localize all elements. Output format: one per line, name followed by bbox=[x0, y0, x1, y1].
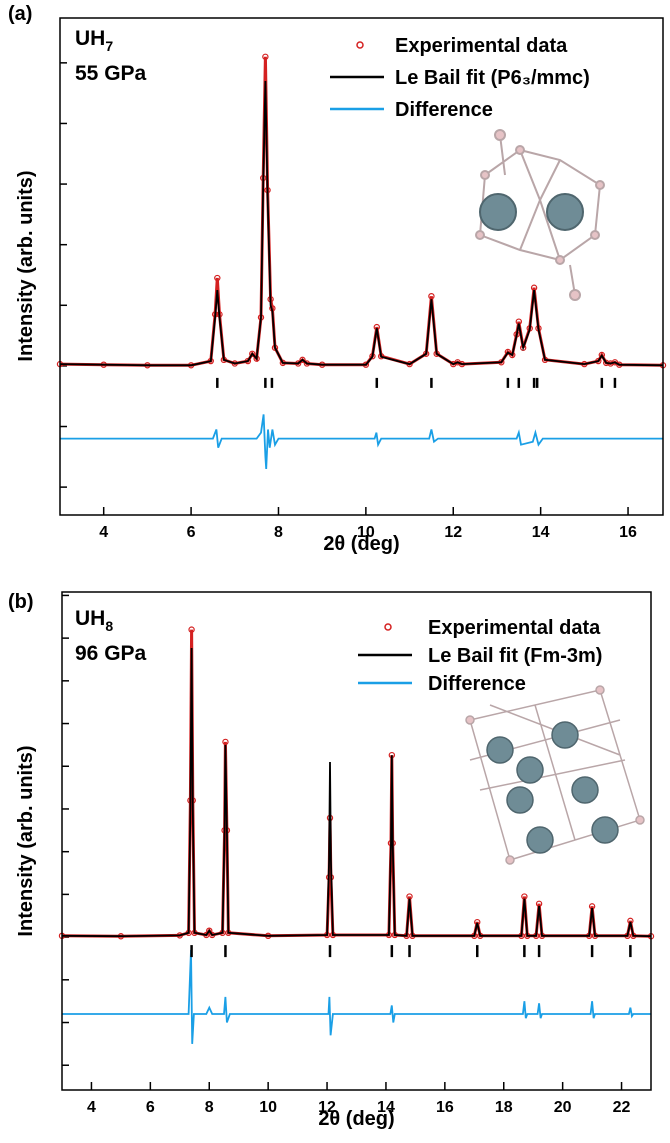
data-point bbox=[262, 53, 269, 60]
series-line bbox=[62, 949, 651, 1044]
structure-inset bbox=[475, 129, 605, 301]
x-tick-label: 14 bbox=[532, 524, 550, 541]
series-line bbox=[60, 414, 663, 469]
pressure-label: 96 GPa bbox=[75, 642, 147, 665]
plot-frame bbox=[61, 591, 652, 1091]
data-point bbox=[188, 626, 195, 633]
x-tick-label: 16 bbox=[436, 1099, 454, 1116]
sample-formula: UH bbox=[75, 607, 105, 630]
series-line bbox=[61, 647, 652, 938]
legend-label: Difference bbox=[395, 99, 493, 121]
data-point bbox=[299, 356, 306, 364]
sample-subscript: 8 bbox=[105, 618, 113, 634]
legend-label: Le Bail fit (P6₃/mmc) bbox=[395, 67, 590, 89]
legend-label: Experimental data bbox=[428, 617, 601, 639]
x-tick-label: 4 bbox=[99, 524, 108, 541]
legend-label: Le Bail fit (Fm-3m) bbox=[428, 645, 602, 667]
structure-inset bbox=[465, 685, 645, 865]
x-axis-label: 2θ (deg) bbox=[323, 533, 399, 555]
legend-marker bbox=[384, 623, 392, 631]
x-tick-label: 10 bbox=[259, 1099, 277, 1116]
y-axis-label: Intensity (arb. units) bbox=[15, 745, 37, 936]
y-axis-label: Intensity (arb. units) bbox=[15, 170, 37, 361]
data-point bbox=[504, 348, 512, 356]
x-tick-label: 14 bbox=[377, 1099, 395, 1116]
x-axis-label: 2θ (deg) bbox=[318, 1108, 394, 1130]
x-tick-label: 18 bbox=[495, 1099, 513, 1116]
x-tick-label: 8 bbox=[274, 524, 283, 541]
panel: (a) UH7 55 GPa 4 6 8 10 12 14 16 Experimental data… bbox=[8, 3, 667, 555]
legend-label: Experimental data bbox=[395, 35, 568, 57]
legend-marker bbox=[356, 41, 364, 49]
x-tick-label: 4 bbox=[87, 1099, 96, 1116]
series-line bbox=[59, 80, 664, 367]
data-point bbox=[206, 927, 213, 934]
x-tick-label: 20 bbox=[554, 1099, 572, 1116]
data-point bbox=[249, 350, 256, 357]
data-point bbox=[428, 292, 435, 300]
data-point bbox=[222, 738, 229, 746]
experimental-trace bbox=[61, 629, 652, 938]
panel-label: (a) bbox=[8, 3, 32, 25]
x-tick-label: 10 bbox=[357, 524, 375, 541]
data-point bbox=[598, 351, 606, 359]
x-tick-label: 8 bbox=[205, 1099, 214, 1116]
pressure-label: 55 GPa bbox=[75, 62, 147, 85]
x-tick-label: 22 bbox=[613, 1099, 631, 1116]
panel-label: (b) bbox=[8, 591, 34, 613]
x-tick-label: 12 bbox=[318, 1099, 336, 1116]
x-tick-label: 12 bbox=[444, 524, 462, 541]
plot-frame bbox=[59, 17, 664, 516]
legend-label: Difference bbox=[428, 673, 526, 695]
x-tick-label: 6 bbox=[187, 524, 196, 541]
sample-subscript: 7 bbox=[105, 38, 113, 54]
x-tick-label: 6 bbox=[146, 1099, 155, 1116]
data-point bbox=[214, 274, 221, 282]
sample-label: UH8 bbox=[75, 607, 113, 634]
sample-formula: UH bbox=[75, 27, 105, 50]
x-tick-label: 16 bbox=[619, 524, 637, 541]
sample-label: UH7 bbox=[75, 27, 113, 54]
